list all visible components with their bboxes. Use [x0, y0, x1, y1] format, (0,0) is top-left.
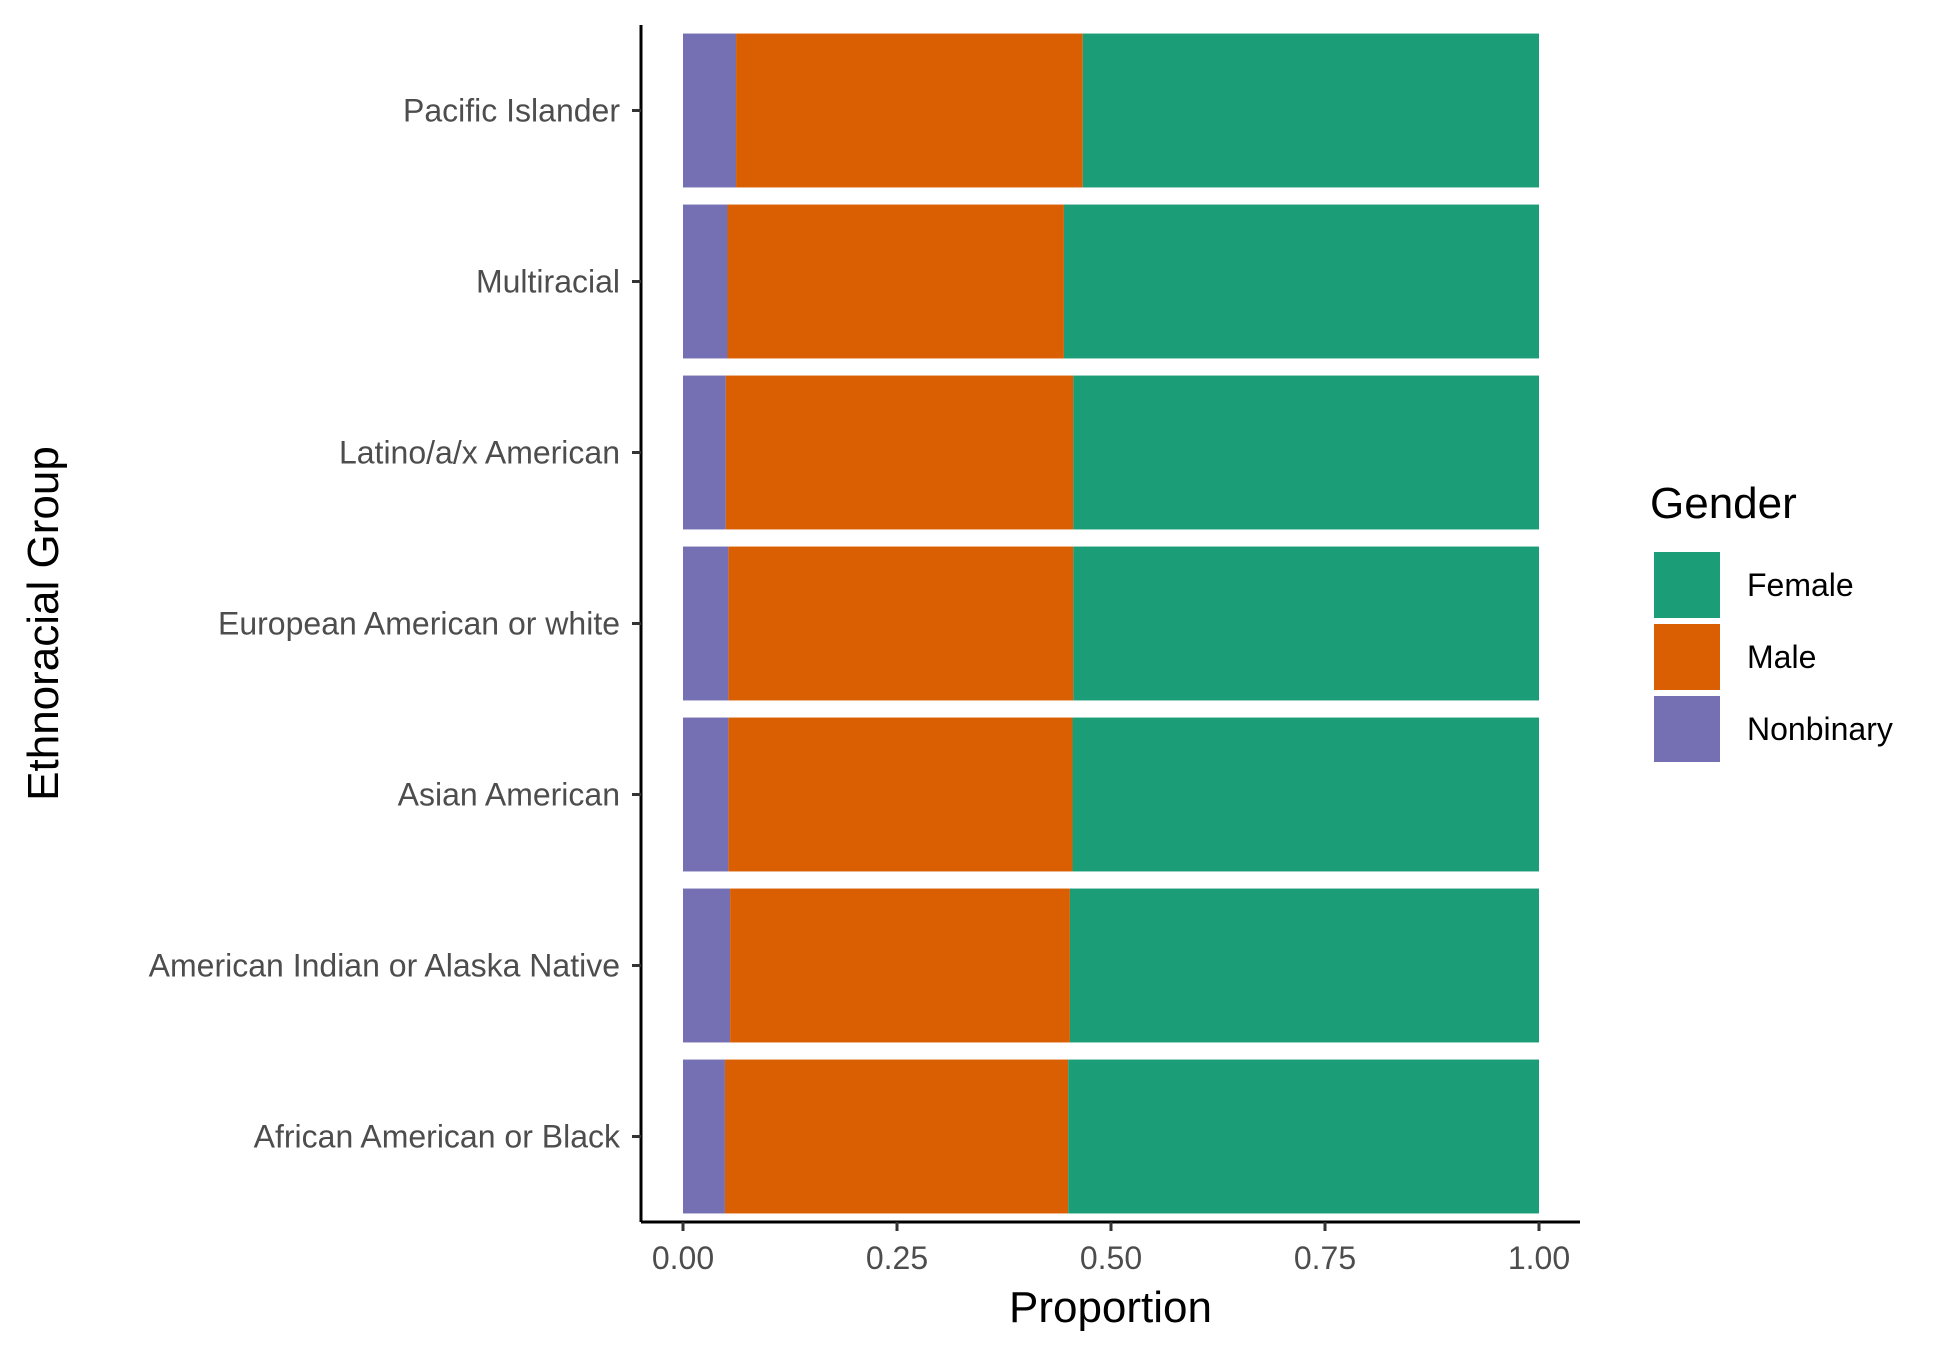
- bar-nonbinary-asian-american: [683, 717, 729, 872]
- y-tick-label-multiracial: Multiracial: [476, 264, 620, 300]
- x-tick-label-0: 0.00: [652, 1240, 714, 1276]
- bar-female-european-american-or-white: [1073, 546, 1539, 701]
- y-axis-title: Ethnoracial Group: [19, 446, 68, 801]
- y-tick-label-latino-a-x-american: Latino/a/x American: [339, 435, 620, 471]
- legend-label-nonbinary: Nonbinary: [1747, 711, 1893, 747]
- x-ticks-layer: 0.00 0.25 0.50 0.75 1.00: [652, 1222, 1570, 1276]
- bar-male-latino-a-x-american: [725, 375, 1074, 530]
- bar-nonbinary-multiracial: [683, 204, 728, 359]
- x-tick-label-1: 0.25: [866, 1240, 928, 1276]
- y-tick-label-asian-american: Asian American: [398, 777, 620, 813]
- legend: Gender Female Male Nonbinary: [1650, 479, 1893, 762]
- legend-title: Gender: [1650, 479, 1797, 528]
- bar-male-multiracial: [727, 204, 1064, 359]
- legend-label-female: Female: [1747, 567, 1854, 603]
- legend-key-nonbinary: [1654, 696, 1720, 762]
- y-ticks-layer: African American or Black American Indian…: [149, 93, 641, 1155]
- bar-female-asian-american: [1072, 717, 1539, 872]
- bar-nonbinary-american-indian-or-alaska-native: [683, 888, 731, 1043]
- bar-male-american-indian-or-alaska-native: [730, 888, 1070, 1043]
- bar-female-american-indian-or-alaska-native: [1069, 888, 1539, 1043]
- y-tick-label-pacific-islander: Pacific Islander: [403, 93, 620, 129]
- bar-male-european-american-or-white: [728, 546, 1074, 701]
- x-axis-title: Proportion: [1009, 1283, 1212, 1332]
- bar-female-multiracial: [1063, 204, 1539, 359]
- bar-nonbinary-african-american-or-black: [683, 1059, 725, 1214]
- y-tick-label-american-indian-or-alaska-native: American Indian or Alaska Native: [149, 948, 620, 984]
- bar-female-pacific-islander: [1082, 33, 1539, 188]
- bar-female-african-american-or-black: [1068, 1059, 1539, 1214]
- x-tick-label-2: 0.50: [1080, 1240, 1142, 1276]
- y-tick-label-african-american-or-black: African American or Black: [254, 1119, 621, 1155]
- bar-male-pacific-islander: [736, 33, 1083, 188]
- bar-nonbinary-latino-a-x-american: [683, 375, 726, 530]
- y-tick-label-european-american-or-white: European American or white: [218, 606, 620, 642]
- bar-female-latino-a-x-american: [1073, 375, 1539, 530]
- legend-key-female: [1654, 552, 1720, 618]
- x-tick-label-3: 0.75: [1294, 1240, 1356, 1276]
- bar-male-african-american-or-black: [724, 1059, 1069, 1214]
- bars-layer: [683, 33, 1539, 1214]
- x-tick-label-4: 1.00: [1508, 1240, 1570, 1276]
- bar-male-asian-american: [728, 717, 1073, 872]
- bar-nonbinary-european-american-or-white: [683, 546, 729, 701]
- legend-label-male: Male: [1747, 639, 1816, 675]
- legend-key-male: [1654, 624, 1720, 690]
- bar-nonbinary-pacific-islander: [683, 33, 737, 188]
